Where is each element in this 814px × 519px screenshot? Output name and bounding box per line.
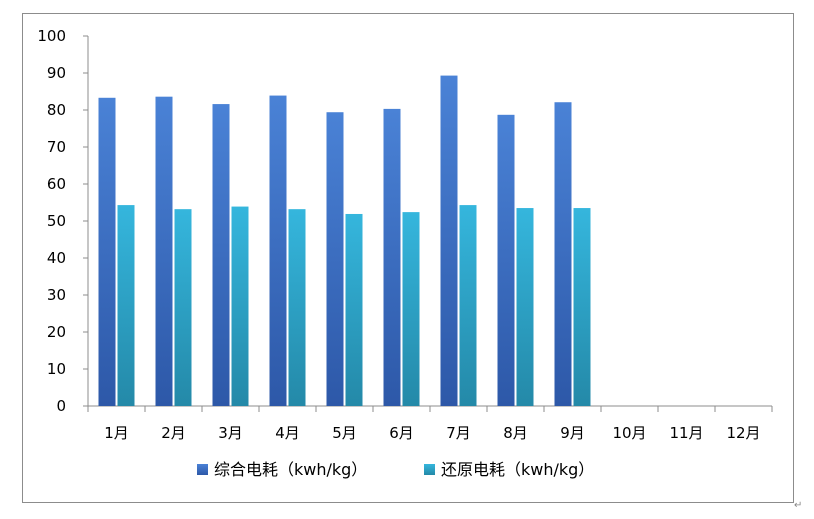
bar-series-2 [288, 209, 306, 406]
bar-series-1 [383, 108, 401, 406]
x-tick-label: 5月 [332, 424, 357, 442]
bar-series-2 [231, 206, 249, 406]
paragraph-return-mark: ↵ [794, 500, 803, 511]
y-tick-label: 80 [47, 101, 66, 119]
legend-label: 综合电耗（kwh/kg） [214, 460, 367, 479]
bar-series-1 [269, 95, 287, 406]
bar-series-2 [117, 205, 135, 406]
bar-series-1 [440, 75, 458, 406]
x-tick-label: 10月 [612, 424, 646, 442]
y-tick-label: 50 [47, 212, 66, 230]
legend-label: 还原电耗（kwh/kg） [441, 460, 594, 479]
bar-series-2 [345, 213, 363, 406]
x-tick-label: 3月 [218, 424, 243, 442]
x-tick-label: 4月 [275, 424, 300, 442]
x-tick-label: 9月 [560, 424, 585, 442]
y-tick-label: 10 [47, 360, 66, 378]
bar-series-1 [212, 104, 230, 406]
x-tick-label: 1月 [104, 424, 129, 442]
y-tick-label: 30 [47, 286, 66, 304]
y-tick-label: 100 [37, 27, 66, 45]
x-tick-label: 11月 [669, 424, 703, 442]
y-tick-label: 70 [47, 138, 66, 156]
bar-series-2 [402, 212, 420, 406]
y-tick-label: 0 [56, 397, 66, 415]
legend: 综合电耗（kwh/kg） 还原电耗（kwh/kg） [197, 460, 594, 479]
x-tick-label: 7月 [446, 424, 471, 442]
bar-series-2 [573, 208, 591, 406]
bar-series-2 [174, 209, 192, 406]
bar-series-1 [326, 112, 344, 406]
y-axis: 0 10 20 30 40 50 60 70 80 90 100 [37, 27, 89, 415]
y-tick-label: 60 [47, 175, 66, 193]
x-tick-label: 12月 [726, 424, 760, 442]
y-tick-label: 40 [47, 249, 66, 267]
legend-swatch [197, 464, 208, 475]
bar-series-1 [554, 102, 572, 406]
bars [98, 75, 591, 407]
x-axis: 1月 2月 3月 4月 5月 6月 7月 8月 9月 10月 11月 12月 [87, 405, 773, 442]
x-tick-label: 2月 [161, 424, 186, 442]
bar-series-1 [497, 114, 515, 406]
bar-series-2 [459, 205, 477, 406]
bar-series-2 [516, 208, 534, 406]
legend-swatch [424, 464, 435, 475]
bar-series-1 [98, 97, 116, 406]
bar-series-1 [155, 96, 173, 407]
y-tick-label: 20 [47, 323, 66, 341]
x-tick-label: 6月 [389, 424, 414, 442]
x-tick-label: 8月 [503, 424, 528, 442]
y-tick-label: 90 [47, 64, 66, 82]
